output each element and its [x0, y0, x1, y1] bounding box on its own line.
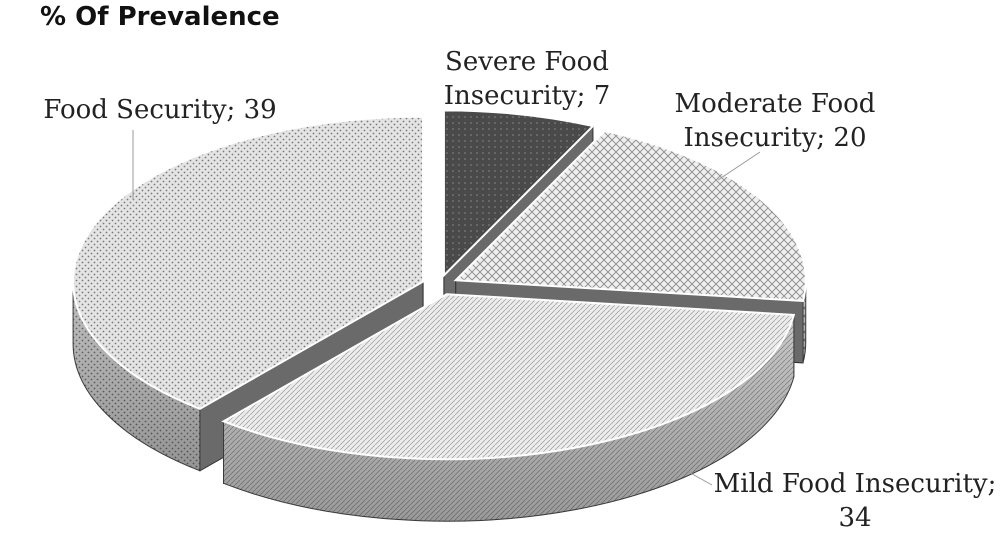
slice-label-line: Severe Food [445, 47, 609, 77]
slice-top-security [72, 115, 425, 410]
slice-label-line: Mild Food Insecurity; [714, 469, 997, 499]
slice-label-line: Insecurity; 7 [444, 81, 611, 111]
leader-lines [132, 130, 761, 486]
chart-title: % Of Prevalence [40, 2, 280, 32]
slice-label-line: Insecurity; 20 [683, 123, 866, 153]
slice-top-mild [221, 293, 796, 461]
slice-rim-shade-security-0 [73, 281, 200, 471]
pie-slices [72, 109, 807, 522]
slice-top-severe [442, 109, 595, 278]
slice-label-line: 34 [838, 503, 871, 533]
slice-label-security: Food Security; 39 [43, 95, 276, 125]
slice-rim-shade-mild-0 [223, 314, 794, 522]
slice-labels: Severe Food Insecurity; 7 Moderate Food Ins… [43, 47, 996, 533]
slice-label-line: Food Security; 39 [43, 95, 276, 125]
slice-label-mild: Mild Food Insecurity; 34 [714, 469, 997, 533]
leader-line-mild [684, 469, 713, 486]
slice-label-moderate: Moderate Food Insecurity; 20 [675, 89, 876, 153]
pie-slice-mild [221, 293, 796, 522]
slice-top-moderate [453, 129, 807, 302]
slice-label-line: Moderate Food [675, 89, 876, 119]
leader-line-moderate [717, 151, 761, 181]
slice-label-severe: Severe Food Insecurity; 7 [444, 47, 611, 111]
